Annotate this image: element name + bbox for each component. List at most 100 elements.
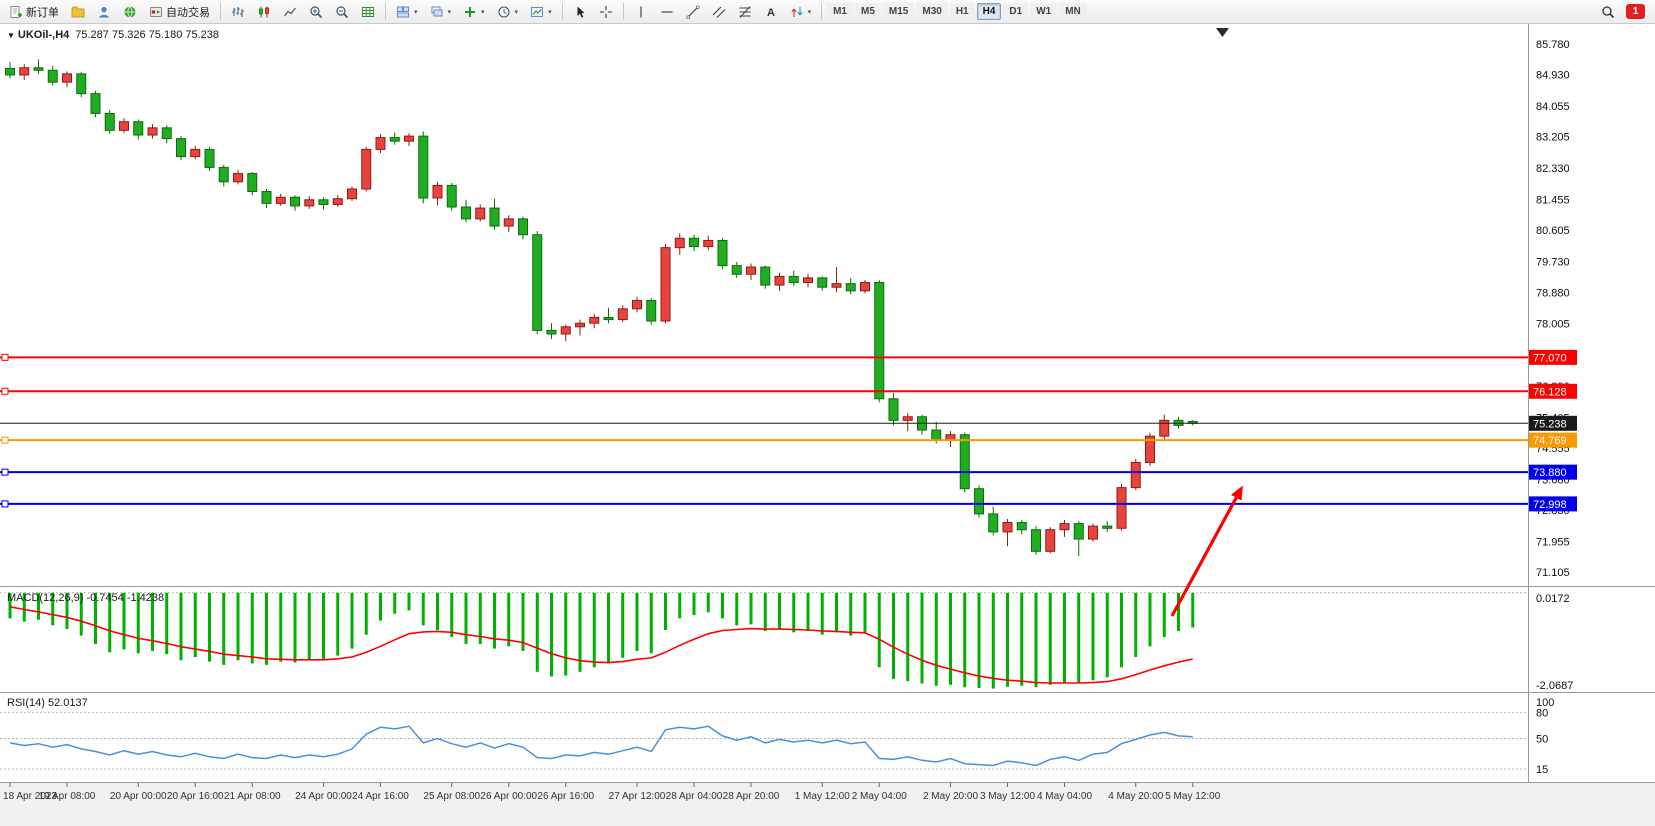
timeframe-button-h1[interactable]: H1 [949,3,975,20]
timeframe-button-m1[interactable]: M1 [827,3,853,20]
bar-chart-button[interactable] [226,2,250,22]
svg-text:83.205: 83.205 [1536,132,1570,144]
line-anchor-handle[interactable] [1,387,9,395]
crosshair-button[interactable] [594,2,618,22]
svg-text:A: A [767,7,775,19]
tile-windows-button[interactable]: ▾ [391,2,423,22]
profile-button[interactable] [92,2,116,22]
price-badge [1529,415,1577,431]
auto-trading-button[interactable]: 自动交易 [144,2,215,22]
price-badge [1529,432,1577,448]
macd-signal-line [9,606,1193,684]
macd-panel: 0.0172 -2.0687 [0,592,1573,692]
line-chart-button[interactable] [278,2,302,22]
horizontal-line-icon [661,10,673,13]
symbol-ohlc: 75.287 75.326 75.180 75.238 [75,29,220,41]
svg-text:79.730: 79.730 [1536,257,1570,269]
svg-text:20 Apr 16:00: 20 Apr 16:00 [167,791,224,802]
svg-text:80: 80 [1536,707,1548,719]
macd-label: MACD(12,26,9) -0.7454 -1.4238 [7,592,165,604]
zoom-in-icon [310,5,323,18]
svg-text:78.880: 78.880 [1536,287,1570,299]
template-button[interactable]: ▾ [525,2,557,22]
bar-chart-icon [232,6,244,17]
svg-text:24 Apr 00:00: 24 Apr 00:00 [295,791,352,802]
horizontal-line-button[interactable] [655,2,679,22]
line-anchor-handle[interactable] [1,468,9,476]
horizontal-line-objects[interactable]: 77.070 76.128 75.238 74.769 73.880 72.998 [0,349,1577,512]
svg-text:0.0172: 0.0172 [1536,593,1570,605]
community-button[interactable] [118,2,142,22]
timeframe-button-mn[interactable]: MN [1059,3,1087,20]
toolbar-separator [622,3,624,20]
price-badge [1529,349,1577,365]
new-order-icon [10,5,22,18]
line-anchor-handle[interactable] [1,436,9,444]
timeframe-button-m30[interactable]: M30 [916,3,948,20]
zoom-out-button[interactable] [330,2,354,22]
price-badge [1529,496,1577,512]
svg-text:84.055: 84.055 [1536,101,1570,113]
timeframe-button-d1[interactable]: D1 [1003,3,1029,20]
search-button[interactable] [1596,2,1620,22]
timeframe-button-w1[interactable]: W1 [1030,3,1058,20]
arrows-tool-button[interactable]: ▾ [785,2,817,22]
auto-trading-icon [150,6,162,17]
svg-text:78.005: 78.005 [1536,319,1570,331]
text-tool-button[interactable]: A [759,2,783,22]
notifications-badge[interactable]: 1 [1626,4,1645,19]
line-anchor-handle[interactable] [1,500,9,508]
svg-text:5 May 12:00: 5 May 12:00 [1165,791,1220,802]
timeframe-button-h4[interactable]: H4 [976,3,1002,20]
arrows-icon [790,6,803,17]
caret-down-icon: ▾ [514,8,519,16]
svg-text:2 May 04:00: 2 May 04:00 [852,791,907,802]
price-badge [1529,383,1577,399]
tile-windows-icon [397,6,409,17]
timeframe-button-m15[interactable]: M15 [882,3,915,20]
time-axis-strip [0,783,1655,826]
svg-text:28 Apr 04:00: 28 Apr 04:00 [666,791,723,802]
svg-text:50: 50 [1536,734,1548,746]
svg-text:28 Apr 20:00: 28 Apr 20:00 [723,791,780,802]
add-indicator-button[interactable]: ▾ [458,2,490,22]
cursor-button[interactable] [568,2,592,22]
clock-icon [497,5,510,18]
candlestick-chart-button[interactable] [252,2,276,22]
caret-down-icon: ▾ [414,8,418,16]
svg-text:-2.0687: -2.0687 [1536,680,1573,692]
toolbar-separator [821,3,823,20]
toolbar: 新订单 自动交易 [0,0,1655,24]
zoom-in-button[interactable] [304,2,328,22]
vertical-line-icon [639,6,642,17]
new-order-button[interactable]: 新订单 [4,2,64,22]
svg-text:75.238: 75.238 [1533,418,1567,430]
fibonacci-button[interactable] [733,2,757,22]
trendline-icon [686,5,699,19]
trend-arrow[interactable] [1170,485,1243,617]
line-anchor-handle[interactable] [1,353,9,361]
period-button[interactable]: ▾ [492,2,524,22]
channel-button[interactable] [707,2,731,22]
symbol-name: UKOil-,H4 [17,29,70,41]
timeframe-button-m5[interactable]: M5 [855,3,881,20]
caret-down-icon: ▾ [807,8,812,16]
toolbar-right-group: 1 [1596,2,1651,22]
grid-button[interactable] [356,2,380,22]
zoom-out-icon [336,5,349,18]
toolbar-separator [561,3,563,20]
folder-icon [71,6,85,17]
cascade-windows-button[interactable]: ▾ [425,2,457,22]
folder-button[interactable] [66,2,90,22]
svg-text:100: 100 [1536,697,1554,709]
vertical-line-button[interactable] [629,2,653,22]
symbol-dropdown-icon[interactable]: ▼ [7,31,15,40]
svg-text:26 Apr 00:00: 26 Apr 00:00 [480,791,537,802]
svg-text:1 May 12:00: 1 May 12:00 [795,791,850,802]
svg-text:18 Apr 2023: 18 Apr 2023 [3,791,57,802]
svg-text:20 Apr 00:00: 20 Apr 00:00 [110,791,167,802]
trendline-button[interactable] [681,2,705,22]
